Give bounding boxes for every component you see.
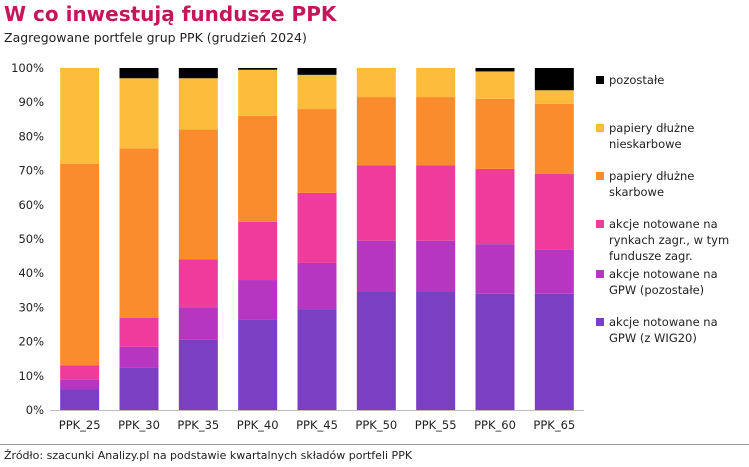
y-tick-label: 20% xyxy=(18,335,44,349)
legend-label: akcje notowane na GPW (z WIG20) xyxy=(609,315,718,345)
x-tick-label: PPK_60 xyxy=(474,418,516,432)
legend-swatch xyxy=(596,270,604,278)
bar-segment xyxy=(238,69,278,116)
bar-segment xyxy=(534,293,574,410)
chart-subtitle: Zagregowane portfele grup PPK (grudzień … xyxy=(4,30,307,45)
bar-segment xyxy=(178,307,218,340)
bar-segment xyxy=(416,240,456,293)
y-tick-label: 50% xyxy=(18,232,44,246)
bar-segment xyxy=(238,115,278,222)
stacked-bar-chart: 0% 10% 20% 30% 40% 50% 60% 70% 80% 90% 100% PPK_25 P… xyxy=(11,61,584,432)
legend-item-other: pozostałe xyxy=(596,72,746,88)
bar-segment xyxy=(416,292,456,410)
bar-segment xyxy=(178,339,218,410)
bar-segment xyxy=(356,292,396,410)
bar-segment xyxy=(356,97,396,166)
x-tick-label: PPK_45 xyxy=(296,418,338,432)
bar-segment xyxy=(475,293,515,410)
bar-segment xyxy=(356,68,396,98)
legend-label: papiery dłużne skarbowe xyxy=(609,169,695,199)
bar-segment xyxy=(178,259,218,308)
bar-segment xyxy=(475,71,515,99)
x-tick-label: PPK_35 xyxy=(177,418,219,432)
bar-segment xyxy=(178,68,218,79)
bar-segment xyxy=(238,319,278,410)
bar-segment xyxy=(475,98,515,169)
bar-segment xyxy=(60,389,100,410)
bar-segment xyxy=(297,309,337,410)
bar-segment xyxy=(238,68,278,70)
bar-segment xyxy=(119,367,159,410)
bar-segment xyxy=(60,379,100,390)
y-tick-label: 90% xyxy=(18,95,44,109)
source-note: Źródło: szacunki Analizy.pl na podstawie… xyxy=(4,449,413,462)
chart-title: W co inwestują fundusze PPK xyxy=(4,2,337,26)
legend-item-gpw-wig20: akcje notowane na GPW (z WIG20) xyxy=(596,314,746,346)
legend-item-non-treasury-bonds: papiery dłużne nieskarbowe xyxy=(596,120,746,152)
bar-segment xyxy=(416,165,456,241)
bar-segment xyxy=(534,174,574,250)
bar-segment xyxy=(119,346,159,368)
bar-segment xyxy=(297,68,337,75)
bar-segment xyxy=(534,103,574,175)
x-tick-label: PPK_55 xyxy=(415,418,457,432)
legend-label: papiery dłużne nieskarbowe xyxy=(609,121,695,151)
bar-segment xyxy=(534,90,574,104)
y-tick-label: 100% xyxy=(11,61,44,75)
footer-divider xyxy=(0,444,749,445)
bar-segment xyxy=(297,262,337,310)
y-tick-label: 70% xyxy=(18,164,44,178)
legend-label: akcje notowane na GPW (pozostałe) xyxy=(609,267,718,297)
y-tick-label: 0% xyxy=(26,403,44,417)
x-tick-label: PPK_25 xyxy=(59,418,101,432)
bar-segment xyxy=(416,97,456,166)
y-tick-label: 60% xyxy=(18,198,44,212)
legend-item-foreign-equities: akcje notowane na rynkach zagr., w tym f… xyxy=(596,216,746,264)
bar-segment xyxy=(119,317,159,347)
y-tick-label: 40% xyxy=(18,266,44,280)
legend-label: akcje notowane na rynkach zagr., w tym f… xyxy=(609,217,730,263)
bar-segment xyxy=(60,68,100,164)
bar-segment xyxy=(60,163,100,366)
legend-swatch xyxy=(596,318,604,326)
bar-segment xyxy=(119,148,159,318)
y-tick-label: 10% xyxy=(18,369,44,383)
legend-swatch xyxy=(596,220,604,228)
bar-segment xyxy=(475,68,515,72)
bar-segment xyxy=(238,280,278,320)
legend-item-gpw-other: akcje notowane na GPW (pozostałe) xyxy=(596,266,746,298)
y-tick-label: 80% xyxy=(18,129,44,143)
bar-segment xyxy=(356,240,396,293)
bar-segment xyxy=(297,192,337,263)
bar-segment xyxy=(297,74,337,110)
legend-swatch xyxy=(596,172,604,180)
bar-segment xyxy=(238,221,278,281)
bar-segment xyxy=(297,109,337,193)
legend-item-treasury-bonds: papiery dłużne skarbowe xyxy=(596,168,746,200)
bar-segment xyxy=(475,244,515,294)
x-tick-label: PPK_40 xyxy=(237,418,279,432)
x-tick-label: PPK_30 xyxy=(118,418,160,432)
bar-segment xyxy=(60,365,100,380)
bar-segment xyxy=(119,78,159,149)
x-tick-label: PPK_65 xyxy=(533,418,575,432)
bar-segment xyxy=(178,78,218,130)
y-tick-label: 30% xyxy=(18,300,44,314)
bar-segment xyxy=(534,68,574,91)
legend-swatch xyxy=(596,76,604,84)
legend-label: pozostałe xyxy=(609,73,665,87)
bar-segment xyxy=(178,129,218,260)
bar-segment xyxy=(356,165,396,241)
legend-swatch xyxy=(596,124,604,132)
bar-segment xyxy=(475,168,515,245)
bar-segment xyxy=(534,249,574,294)
x-tick-label: PPK_50 xyxy=(355,418,397,432)
bar-segment xyxy=(416,68,456,98)
bar-segment xyxy=(119,68,159,79)
